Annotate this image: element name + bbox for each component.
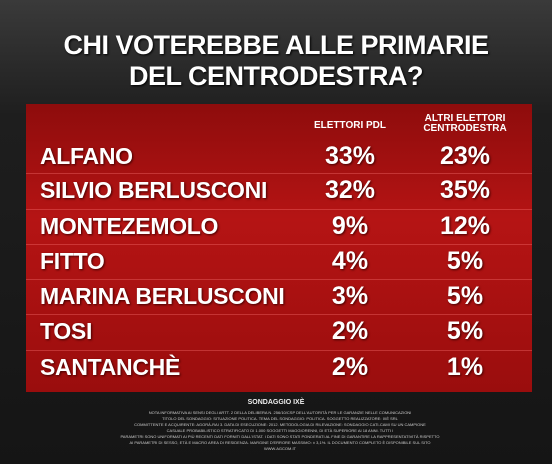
table-panel [26, 104, 532, 392]
row-name: SILVIO BERLUSCONI [40, 177, 268, 203]
cell-value: 4% [331, 247, 369, 275]
note-line: TITOLO DEL SONDAGGIO: SITUAZIONE POLITIC… [162, 416, 398, 421]
cell-value: 12% [439, 212, 491, 240]
column-header: ALTRI ELETTORI CENTRODESTRA [423, 113, 507, 134]
row-separator [26, 279, 532, 280]
cell-value: 35% [439, 176, 491, 204]
note-line: CASUALE PROBABILISTICO STRATIFICATO DI 1… [166, 428, 394, 433]
row-separator [26, 350, 532, 351]
row-name: FITTO [40, 248, 105, 274]
cell-value: 23% [439, 142, 491, 170]
row-separator [26, 209, 532, 210]
cell-value: 32% [324, 176, 376, 204]
cell-value: 2% [331, 353, 369, 381]
note-line: PARAMETRI SONO UNIFORMATI AI PIÙ RECENTI… [120, 434, 440, 439]
column-header: ELETTORI PDL [313, 120, 387, 131]
cell-value: 2% [331, 317, 369, 345]
title-line: CHI VOTEREBBE ALLE PRIMARIE [63, 30, 489, 60]
title-line: DEL CENTRODESTRA? [128, 61, 424, 91]
cell-value: 3% [331, 282, 369, 310]
note-line: WWW.AGCOM.IT [264, 446, 296, 451]
row-separator [26, 314, 532, 315]
source: SONDAGGIO IXÈ [247, 399, 305, 406]
cell-value: 9% [331, 212, 369, 240]
row-name: ALFANO [40, 143, 133, 169]
note-line: AI PARAMETRI DI SESSO, ETÀ E MACRO AREA … [129, 440, 431, 445]
row-separator [26, 244, 532, 245]
row-name: MONTEZEMOLO [40, 213, 219, 239]
cell-value: 5% [446, 317, 484, 345]
row-name: MARINA BERLUSCONI [40, 283, 285, 309]
cell-value: 33% [324, 142, 376, 170]
row-name: SANTANCHÈ [40, 354, 180, 380]
note-line: NOTA INFORMATIVA AI SENSI DEGLI ARTT. 2 … [148, 410, 412, 415]
cell-value: 5% [446, 247, 484, 275]
cell-value: 5% [446, 282, 484, 310]
cell-value: 1% [446, 353, 484, 381]
row-separator [26, 173, 532, 174]
note-line: COMMITTENTE E ACQUIRENTE: AGORÀ-RAI 3. D… [134, 422, 426, 427]
row-name: TOSI [40, 318, 93, 344]
